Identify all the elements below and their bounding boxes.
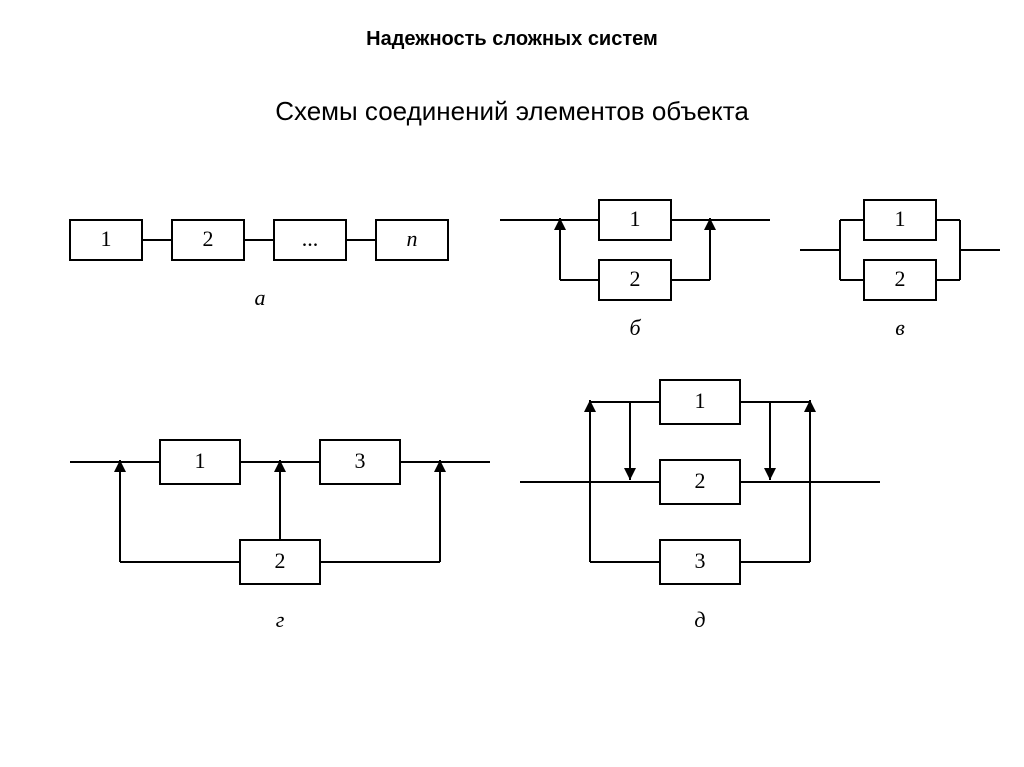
node-label: n — [407, 226, 418, 251]
node-label: 2 — [630, 266, 641, 291]
diagram-a: 1 2... n а — [50, 200, 470, 320]
diagram-d: 1 2 3 д — [520, 360, 880, 640]
node-label: 2 — [203, 226, 214, 251]
node-label: ... — [302, 226, 319, 251]
diagram-sublabel: г — [276, 607, 285, 632]
node-label: 1 — [630, 206, 641, 231]
node-label: 2 — [895, 266, 906, 291]
page-supertitle: Надежность сложных систем — [0, 28, 1024, 51]
diagram-b: 1 2 б — [500, 190, 770, 340]
page: Надежность сложных систем Схемы соединен… — [0, 0, 1024, 767]
node-label: 2 — [275, 548, 286, 573]
diagram-sublabel: а — [255, 285, 266, 310]
node-label: 1 — [101, 226, 112, 251]
diagram-sublabel: в — [895, 315, 905, 340]
diagram-v: 1 2 в — [800, 190, 1000, 340]
node-label: 3 — [355, 448, 366, 473]
node-label: 3 — [695, 548, 706, 573]
node-label: 2 — [695, 468, 706, 493]
diagram-g: 1 3 2 г — [70, 400, 490, 640]
page-subtitle: Схемы соединений элементов объекта — [0, 96, 1024, 127]
node-label: 1 — [895, 206, 906, 231]
diagram-sublabel: б — [629, 315, 641, 340]
diagram-sublabel: д — [694, 607, 705, 632]
node-label: 1 — [695, 388, 706, 413]
node-label: 1 — [195, 448, 206, 473]
